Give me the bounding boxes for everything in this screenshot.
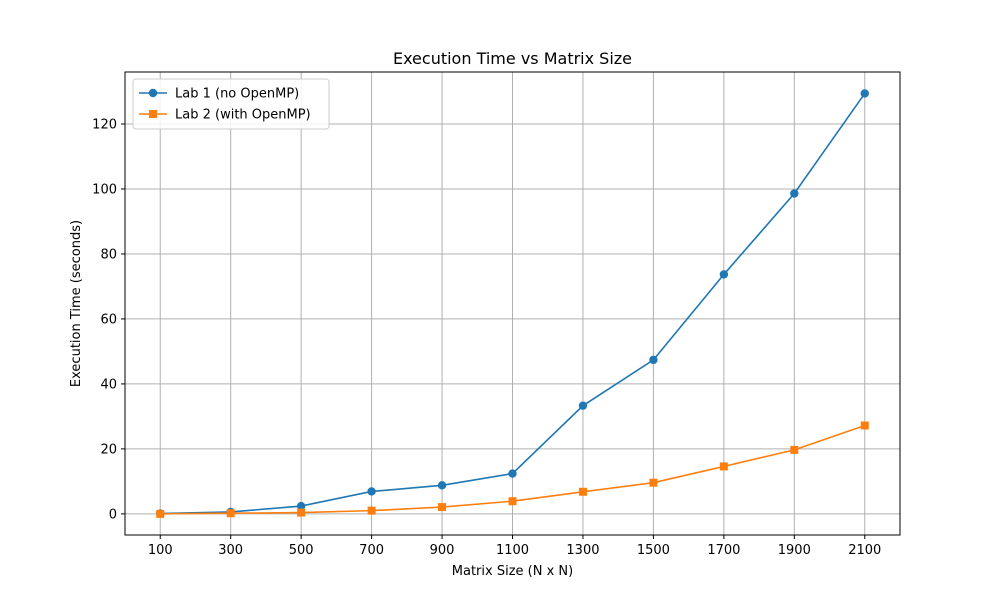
legend-box (132, 78, 330, 130)
data-point (790, 445, 799, 454)
x-axis-label: Matrix Size (N x N) (452, 564, 573, 579)
x-tick-label: 1700 (707, 543, 740, 558)
y-tick-label: 0 (109, 507, 117, 522)
data-point (296, 501, 306, 511)
legend: Lab 1 (no OpenMP) Lab 2 (with OpenMP) (132, 78, 330, 130)
x-tick-label: 500 (289, 543, 314, 558)
data-point (719, 270, 729, 279)
legend-label: Lab 2 (with OpenMP) (175, 108, 311, 123)
x-tick-label: 700 (359, 543, 384, 558)
grid (125, 72, 900, 535)
x-tick-label: 300 (218, 543, 243, 558)
legend-item: Lab 1 (no OpenMP) (139, 87, 299, 102)
data-point (860, 421, 869, 430)
y-tick-label: 20 (100, 442, 117, 457)
data-point (156, 509, 165, 518)
x-tick-label: 2100 (848, 543, 881, 558)
data-point (508, 469, 517, 478)
data-point (578, 401, 588, 410)
y-tick-label: 80 (100, 247, 117, 262)
data-point (719, 462, 728, 471)
legend-marker (148, 88, 158, 98)
data-point (438, 503, 447, 512)
series-layer (156, 89, 869, 518)
axis-ticks: 100 300 500 700 900 1100 1300 1500 1700 1900 2100 0… (92, 117, 881, 558)
data-point (367, 487, 376, 496)
data-point (790, 189, 799, 198)
data-point (649, 478, 658, 487)
y-axis-label: Execution Time (seconds) (69, 220, 84, 387)
x-tick-label: 100 (148, 543, 173, 558)
x-tick-label: 1300 (566, 543, 599, 558)
data-point (578, 487, 587, 496)
legend-marker (149, 110, 157, 118)
y-tick-label: 120 (92, 117, 117, 132)
y-tick-label: 60 (100, 312, 117, 327)
chart-title: Execution Time vs Matrix Size (393, 49, 632, 68)
x-tick-label: 1500 (637, 543, 670, 558)
data-point (437, 481, 447, 490)
data-point (508, 497, 517, 506)
data-point (367, 506, 376, 515)
series-2 (156, 421, 869, 518)
x-tick-label: 1900 (778, 543, 811, 558)
data-point (226, 509, 235, 518)
x-tick-label: 1100 (496, 543, 529, 558)
data-point (297, 508, 306, 517)
legend-item: Lab 2 (with OpenMP) (139, 108, 311, 123)
x-tick-label: 900 (430, 543, 455, 558)
y-tick-label: 100 (92, 182, 117, 197)
legend-label: Lab 1 (no OpenMP) (175, 87, 299, 102)
data-point (860, 89, 869, 98)
data-point (649, 355, 658, 365)
y-tick-label: 40 (100, 377, 117, 392)
